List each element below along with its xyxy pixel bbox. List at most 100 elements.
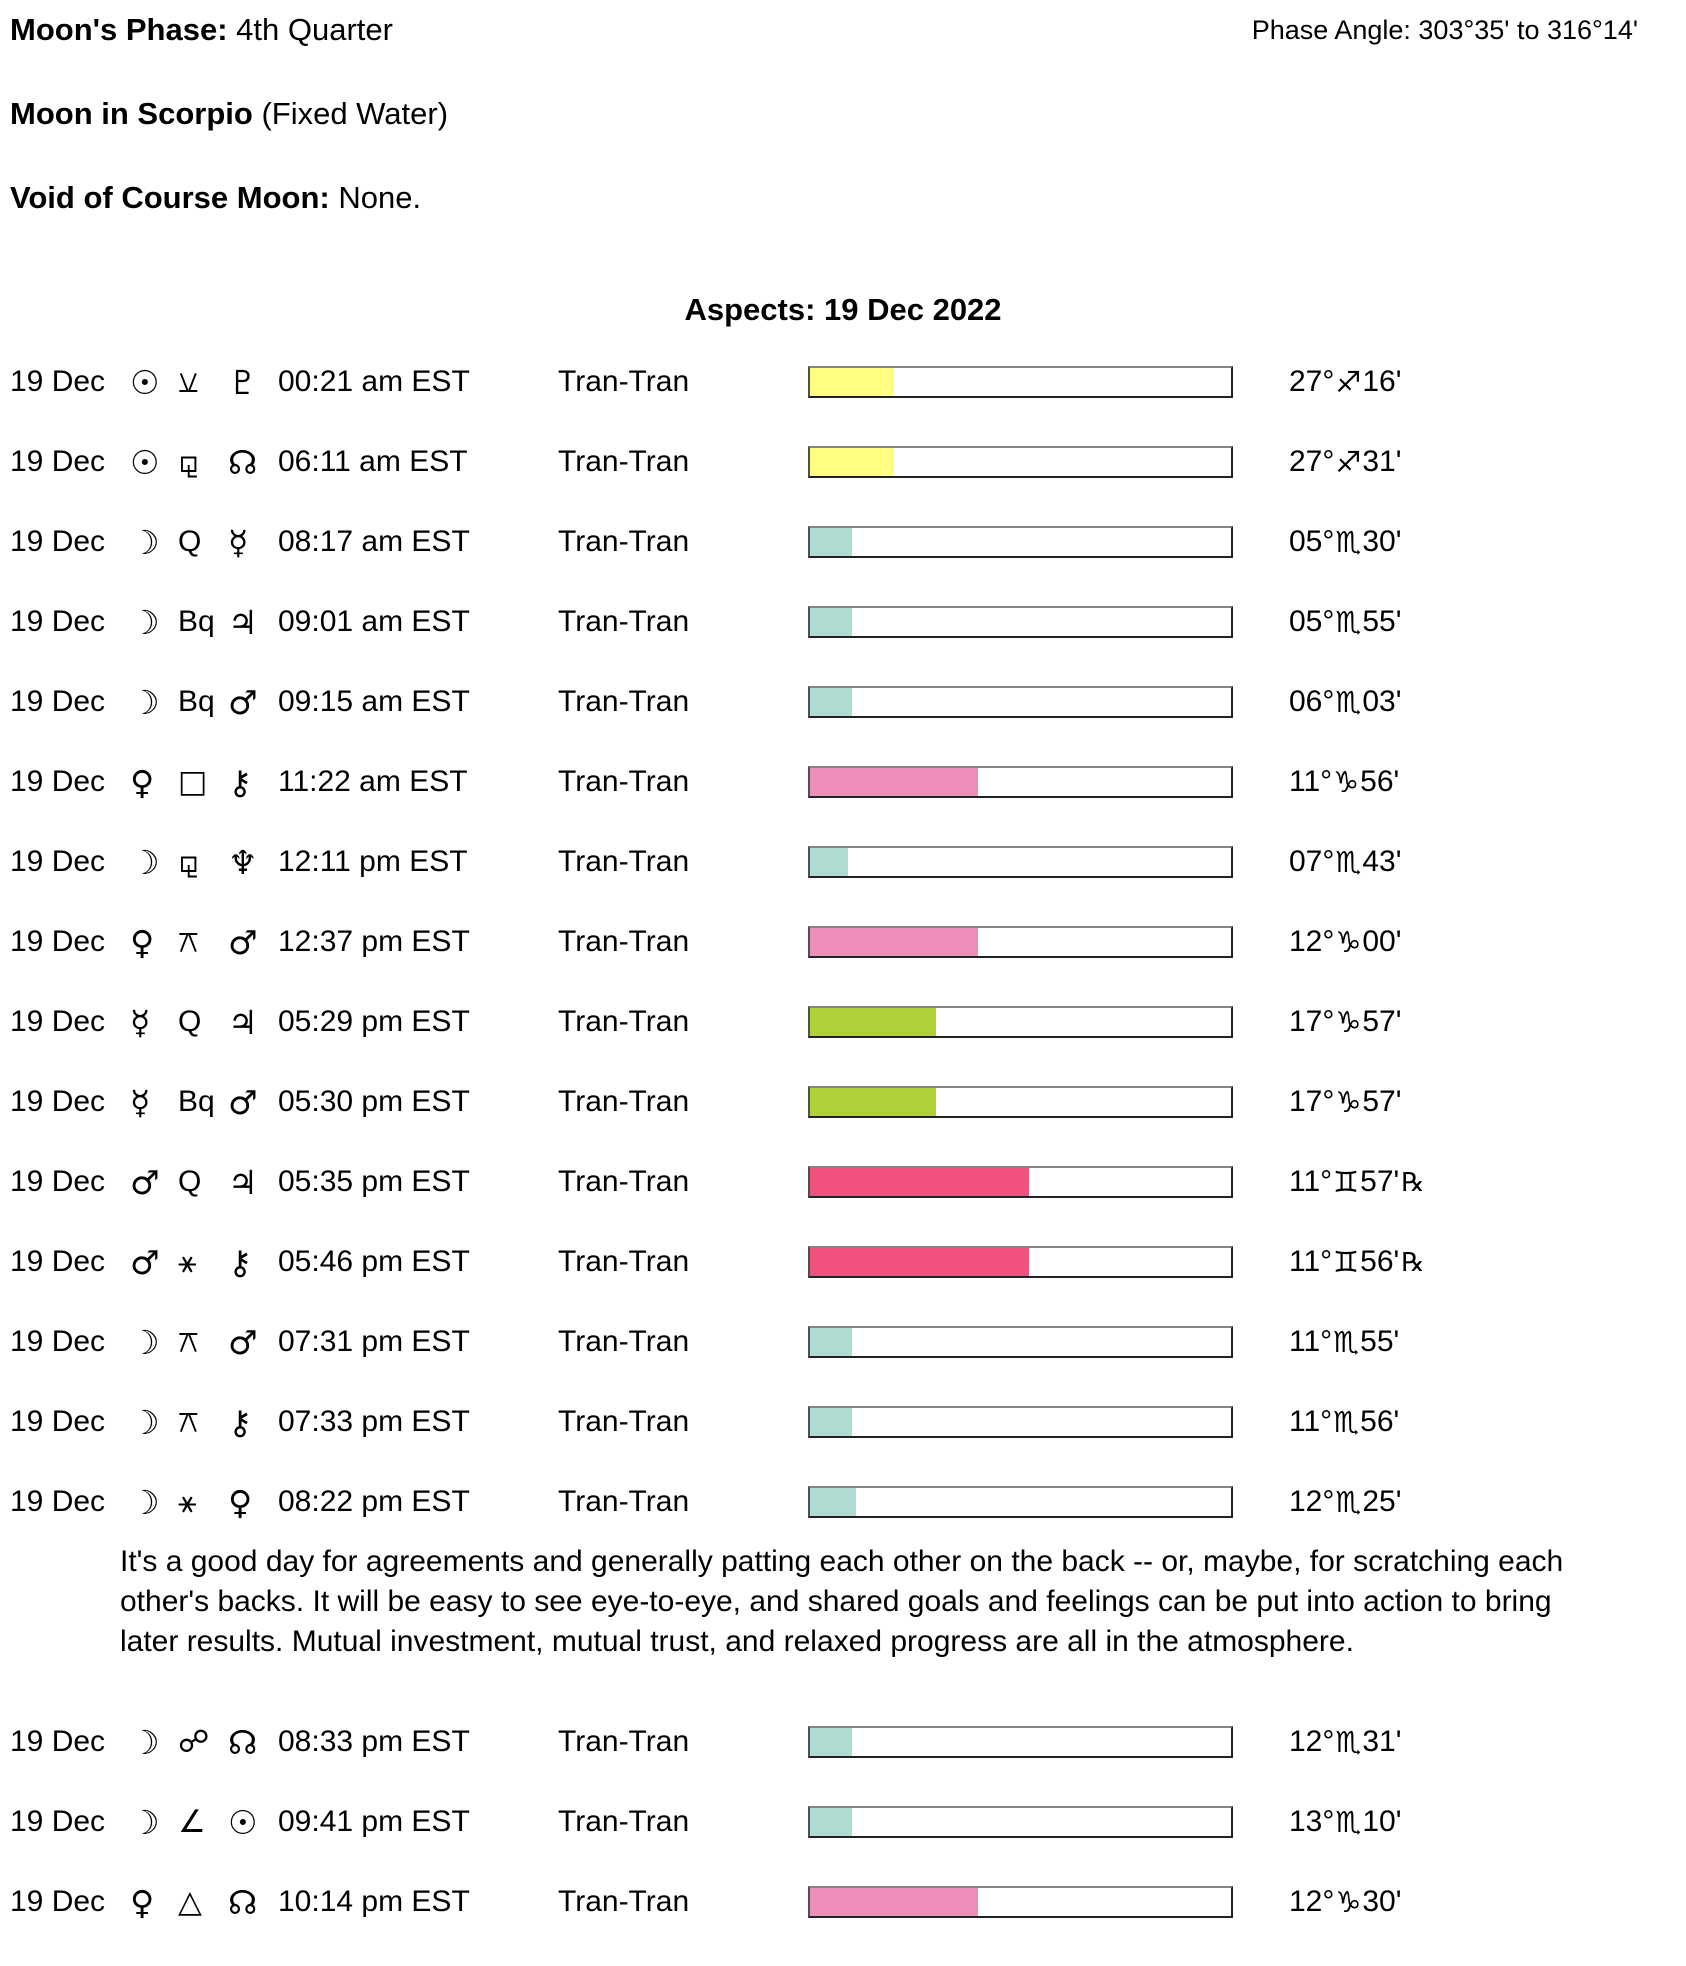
aspect-time: 08:17 am EST — [278, 525, 470, 558]
moon-sign-modality: (Fixed Water) — [261, 96, 449, 131]
position-degrees: 11° — [1289, 765, 1333, 798]
aspect-date: 19 Dec — [10, 1085, 106, 1118]
aspect-position: 11° ♊ 56' ℞ — [1237, 1245, 1686, 1279]
moon-glyph: ☽ — [130, 522, 160, 562]
mercury-glyph: ☿ — [130, 1002, 151, 1042]
aspect-row: 19 Dec ☽ Bq ♂ 09:15 am EST Tran-Tran 06°… — [0, 662, 1686, 742]
position-degrees: 27° — [1289, 445, 1335, 478]
aspect-time: 09:41 pm EST — [278, 1805, 470, 1838]
quintile-icon: Q — [178, 1005, 202, 1038]
orb-strength-bar — [808, 366, 1233, 398]
position-minutes: 16' — [1362, 365, 1402, 398]
capricorn-glyph: ♑ — [1335, 1005, 1362, 1039]
orb-strength-bar-fill — [810, 1328, 853, 1356]
capricorn-glyph: ♑ — [1335, 1085, 1362, 1119]
aspect-list: 19 Dec ☉ ⚺ ♇ 00:21 am EST Tran-Tran 27° … — [0, 342, 1686, 1942]
venus-glyph: ♀ — [228, 1482, 253, 1522]
aspect-position: 11° ♊ 57' ℞ — [1237, 1165, 1686, 1199]
orb-strength-bar-fill — [810, 1488, 857, 1516]
aspect-date: 19 Dec — [10, 1725, 106, 1758]
aspect-row: 19 Dec ☽ ⚼ ♆ 12:11 pm EST Tran-Tran 07° … — [0, 822, 1686, 902]
sun-glyph: ☉ — [228, 1802, 258, 1842]
aspect-date: 19 Dec — [10, 1005, 106, 1038]
moon-sign-label: Moon in Scorpio — [10, 96, 253, 131]
aspect-date: 19 Dec — [10, 525, 106, 558]
position-minutes: 43' — [1362, 845, 1402, 878]
north-node-glyph: ☊ — [228, 442, 258, 482]
position-degrees: 11° — [1289, 1405, 1333, 1438]
aspect-row: 19 Dec ♀ □ ⚷ 11:22 am EST Tran-Tran 11° … — [0, 742, 1686, 822]
aspect-time: 06:11 am EST — [278, 445, 468, 478]
chiron-glyph: ⚷ — [228, 762, 253, 802]
aspect-row: 19 Dec ☽ ⚹ ♀ 08:22 pm EST Tran-Tran 12° … — [0, 1462, 1686, 1542]
aspect-row: 19 Dec ☿ Q ♃ 05:29 pm EST Tran-Tran 17° … — [0, 982, 1686, 1062]
scorpio-glyph: ♏ — [1333, 1325, 1360, 1359]
aspect-row: 19 Dec ☿ Bq ♂ 05:30 pm EST Tran-Tran 17°… — [0, 1062, 1686, 1142]
aspect-date: 19 Dec — [10, 845, 106, 878]
aspect-row: 19 Dec ♀ ⚻ ♂ 12:37 pm EST Tran-Tran 12° … — [0, 902, 1686, 982]
orb-strength-bar-fill — [810, 928, 979, 956]
orb-strength-bar-fill — [810, 1888, 979, 1916]
capricorn-glyph: ♑ — [1333, 765, 1360, 799]
sextile-icon: ⚹ — [178, 1243, 197, 1280]
aspect-type: Tran-Tran — [558, 365, 690, 398]
gemini-glyph: ♊ — [1333, 1245, 1360, 1279]
mercury-glyph: ☿ — [228, 522, 249, 562]
orb-strength-bar — [808, 1086, 1233, 1118]
aspect-type: Tran-Tran — [558, 685, 690, 718]
position-degrees: 17° — [1289, 1085, 1335, 1118]
biquintile-icon: Bq — [178, 685, 215, 718]
aspect-row: 19 Dec ☽ Q ☿ 08:17 am EST Tran-Tran 05° … — [0, 502, 1686, 582]
aspect-type: Tran-Tran — [558, 765, 690, 798]
orb-strength-bar — [808, 766, 1233, 798]
venus-glyph: ♀ — [130, 762, 155, 802]
scorpio-glyph: ♏ — [1333, 1405, 1360, 1439]
orb-strength-bar — [808, 446, 1233, 478]
aspect-position: 12° ♏ 25' — [1237, 1485, 1686, 1519]
sagittarius-glyph: ♐ — [1335, 365, 1362, 399]
scorpio-glyph: ♏ — [1335, 525, 1362, 559]
aspect-type: Tran-Tran — [558, 605, 690, 638]
mars-glyph: ♂ — [130, 1162, 160, 1202]
moons-phase-label: Moon's Phase: — [10, 12, 228, 47]
aspect-type: Tran-Tran — [558, 1725, 690, 1758]
aspect-type: Tran-Tran — [558, 925, 690, 958]
aspect-row: 19 Dec ☽ ⚻ ⚷ 07:33 pm EST Tran-Tran 11° … — [0, 1382, 1686, 1462]
interpretation-text: It's a good day for agreements and gener… — [120, 1545, 1564, 1658]
aspect-time: 08:22 pm EST — [278, 1485, 470, 1518]
position-degrees: 27° — [1289, 365, 1335, 398]
aspect-type: Tran-Tran — [558, 1165, 690, 1198]
aspect-time: 00:21 am EST — [278, 365, 470, 398]
north-node-glyph: ☊ — [228, 1882, 258, 1922]
void-of-course-value: None. — [338, 180, 422, 215]
orb-strength-bar-fill — [810, 1728, 853, 1756]
aspect-row: 19 Dec ☽ ☍ ☊ 08:33 pm EST Tran-Tran 12° … — [0, 1702, 1686, 1782]
moon-status-block: Moon's Phase: 4th Quarter Moon in Scorpi… — [10, 12, 448, 264]
aspect-time: 09:15 am EST — [278, 685, 470, 718]
aspect-type: Tran-Tran — [558, 1485, 690, 1518]
moon-glyph: ☽ — [130, 1322, 160, 1362]
moon-glyph: ☽ — [130, 1722, 160, 1762]
orb-strength-bar-fill — [810, 1088, 937, 1116]
orb-strength-bar-fill — [810, 448, 895, 476]
aspect-date: 19 Dec — [10, 685, 106, 718]
moon-sign-line: Moon in Scorpio (Fixed Water) — [10, 96, 448, 132]
orb-strength-bar-fill — [810, 848, 848, 876]
aspect-time: 07:33 pm EST — [278, 1405, 470, 1438]
moon-glyph: ☽ — [130, 602, 160, 642]
aspect-type: Tran-Tran — [558, 1885, 690, 1918]
aspect-position: 11° ♏ 56' — [1237, 1405, 1686, 1439]
phase-angle-label: Phase Angle: — [1251, 15, 1411, 45]
aspect-position: 12° ♑ 00' — [1237, 925, 1686, 959]
aspect-time: 08:33 pm EST — [278, 1725, 470, 1758]
aspect-time: 12:11 pm EST — [278, 845, 468, 878]
orb-strength-bar-fill — [810, 528, 853, 556]
orb-strength-bar-fill — [810, 1408, 853, 1436]
biquintile-icon: Bq — [178, 1085, 215, 1118]
biquintile-icon: Bq — [178, 605, 215, 638]
aspect-date: 19 Dec — [10, 1165, 106, 1198]
semisextile-icon: ⚺ — [178, 363, 199, 400]
quintile-icon: Q — [178, 525, 202, 558]
aspect-row: 19 Dec ☽ Bq ♃ 09:01 am EST Tran-Tran 05°… — [0, 582, 1686, 662]
